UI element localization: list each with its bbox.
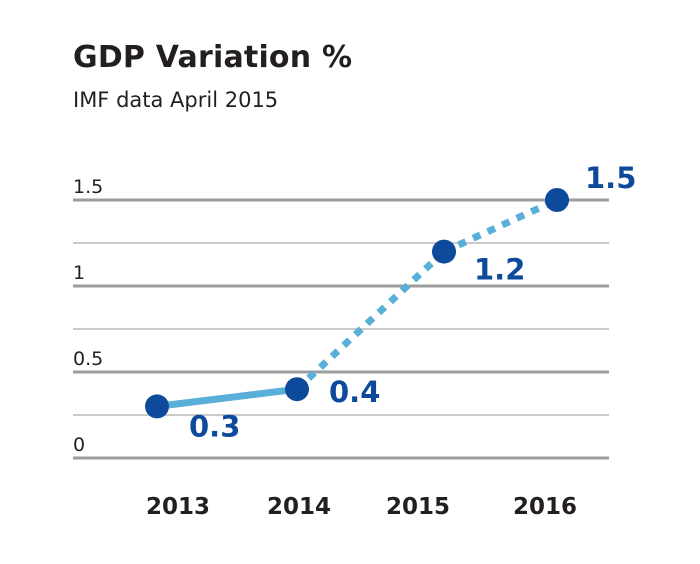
data-point <box>432 239 456 264</box>
x-tick-label: 2016 <box>513 494 577 520</box>
x-tick-label: 2013 <box>146 494 210 520</box>
line-segment-dotted <box>294 249 447 392</box>
data-label: 0.3 <box>189 409 240 443</box>
data-label: 1.5 <box>585 161 636 195</box>
y-tick-label: 0.5 <box>73 348 103 370</box>
y-tick-label: 1 <box>73 262 85 284</box>
x-tick-label: 2015 <box>386 494 450 520</box>
y-tick-label: 0 <box>73 434 85 456</box>
chart-subtitle: IMF data April 2015 <box>73 88 279 112</box>
data-label: 0.4 <box>329 375 380 409</box>
line-segment-dotted <box>442 196 559 255</box>
x-tick-label: 2014 <box>267 494 331 520</box>
data-point <box>145 394 169 419</box>
data-point <box>285 377 309 402</box>
chart-title: GDP Variation % <box>73 40 353 75</box>
y-tick-label: 1.5 <box>73 176 103 198</box>
line-segment-solid <box>156 385 298 410</box>
data-label: 1.2 <box>474 253 525 287</box>
data-point <box>545 188 569 212</box>
